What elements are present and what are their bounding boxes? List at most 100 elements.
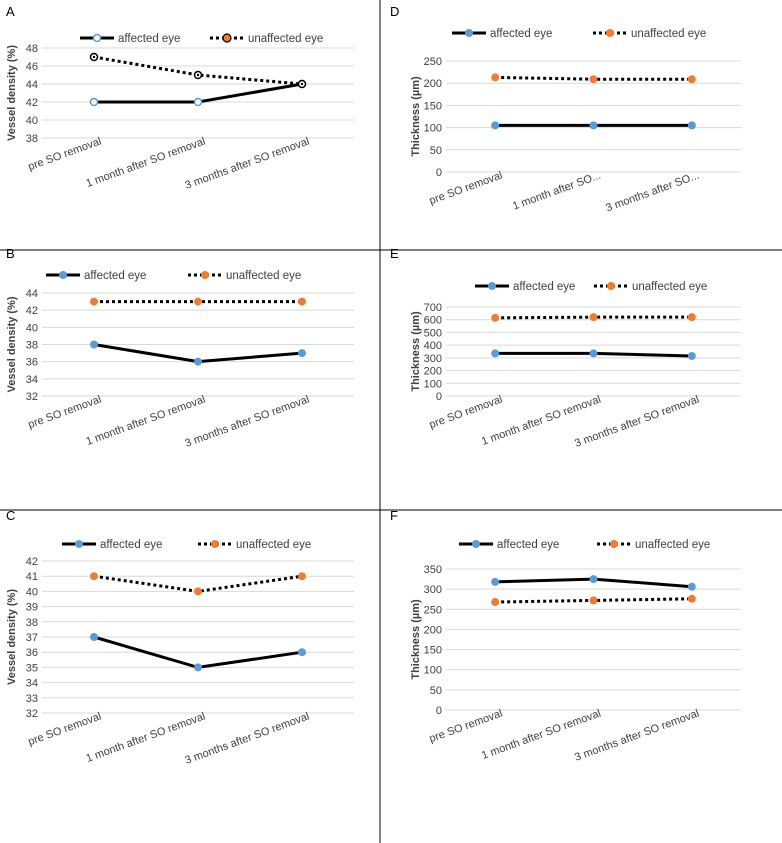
category-label: pre SO removal	[27, 711, 103, 749]
y-tick-label: 700	[424, 302, 442, 314]
legend-marker-affected	[488, 282, 496, 290]
y-tick-label: 32	[26, 391, 38, 403]
y-tick-label: 44	[26, 79, 38, 91]
y-tick-label: 37	[26, 632, 38, 644]
category-label: pre SO removal	[27, 394, 103, 432]
y-tick-label: 200	[424, 78, 442, 90]
y-tick-label: 0	[436, 705, 442, 717]
y-tick-label: 200	[424, 366, 442, 378]
point-unaffected	[90, 297, 98, 306]
category-label: pre SO removal	[27, 136, 103, 174]
y-tick-label: 34	[26, 374, 38, 386]
legend-marker-unaffected	[201, 271, 209, 279]
point-unaffected	[491, 73, 500, 82]
point-affected	[687, 582, 696, 591]
point-affected	[298, 648, 306, 657]
y-tick-label: 300	[424, 584, 442, 596]
point-affected	[90, 340, 98, 349]
legend-marker-unaffected	[606, 29, 614, 37]
y-tick-label: 42	[26, 97, 38, 109]
point-unaffected	[589, 75, 598, 84]
legend-label-affected: affected eye	[497, 539, 559, 551]
y-tick-label: 42	[26, 556, 38, 568]
y-tick-label: 100	[424, 378, 442, 390]
y-tick-label: 350	[424, 564, 442, 576]
series-line-unaffected	[93, 574, 303, 593]
point-affected	[298, 349, 306, 358]
point-affected	[491, 121, 500, 130]
point-affected	[89, 97, 99, 107]
y-tick-label: 41	[26, 571, 38, 583]
point-unaffected	[298, 297, 306, 306]
legend-label-affected: affected eye	[84, 270, 146, 282]
point-affected	[194, 663, 202, 672]
series-line-unaffected	[93, 55, 303, 86]
y-tick-label: 44	[26, 288, 38, 300]
legend-marker-unaffected	[222, 33, 232, 43]
legend-marker-unaffected	[211, 540, 219, 548]
panel-label: A	[6, 4, 15, 19]
y-tick-label: 0	[436, 391, 442, 403]
y-tick-label: 500	[424, 327, 442, 339]
y-tick-label: 38	[26, 340, 38, 352]
legend-marker-affected	[59, 271, 67, 279]
legend-label-affected: affected eye	[490, 28, 552, 40]
y-tick-label: 48	[26, 43, 38, 55]
chart-panel-a: A 38 40 42 44 46 48 Vessel density (%) pre SO re…	[6, 4, 354, 192]
point-unaffected	[687, 313, 696, 322]
legend-label-unaffected: unaffected eye	[236, 539, 311, 551]
point-unaffected-center	[92, 55, 96, 59]
y-axis-label: Vessel density (%)	[6, 589, 18, 685]
y-tick-label: 36	[26, 647, 38, 659]
point-affected	[687, 121, 696, 130]
point-unaffected	[194, 297, 202, 306]
y-axis-label: Vessel density (%)	[6, 45, 18, 141]
y-tick-label: 200	[424, 624, 442, 636]
panel-label: C	[6, 508, 15, 523]
point-unaffected	[687, 594, 696, 603]
y-tick-label: 40	[26, 586, 38, 598]
y-tick-label: 36	[26, 357, 38, 369]
legend-marker-unaffected	[607, 282, 615, 290]
legend-label-affected: affected eye	[100, 539, 162, 551]
point-unaffected	[589, 596, 598, 605]
point-affected	[90, 633, 98, 641]
point-unaffected	[194, 587, 202, 596]
point-affected	[687, 351, 696, 360]
y-tick-label: 50	[430, 685, 442, 697]
y-tick-label: 46	[26, 61, 38, 73]
point-unaffected	[491, 598, 500, 607]
y-tick-label: 34	[26, 678, 38, 690]
panel-label: E	[390, 246, 399, 261]
y-tick-label: 40	[26, 115, 38, 127]
y-tick-label: 100	[424, 123, 442, 135]
point-unaffected	[298, 572, 306, 581]
y-tick-label: 38	[26, 617, 38, 629]
y-tick-label: 400	[424, 340, 442, 352]
panel-label: F	[390, 508, 398, 523]
panel-label: D	[390, 4, 399, 19]
point-affected	[589, 121, 598, 130]
y-tick-label: 150	[424, 645, 442, 657]
y-tick-label: 42	[26, 305, 38, 317]
panel-label: B	[6, 246, 15, 261]
point-unaffected	[90, 572, 98, 581]
y-tick-label: 38	[26, 133, 38, 145]
point-unaffected	[491, 313, 500, 322]
point-affected	[589, 349, 598, 358]
point-unaffected	[687, 75, 696, 84]
legend-label-unaffected: unaffected eye	[248, 33, 323, 45]
point-affected	[491, 577, 500, 586]
legend-marker-affected	[472, 540, 480, 548]
y-axis-label: Thickness (µm)	[410, 311, 422, 392]
y-axis-label: Vessel density (%)	[6, 296, 18, 392]
legend-marker-affected	[92, 33, 102, 43]
y-tick-label: 100	[424, 665, 442, 677]
y-tick-label: 0	[436, 167, 442, 179]
legend-label-unaffected: unaffected eye	[631, 28, 706, 40]
point-unaffected-center	[196, 73, 200, 77]
